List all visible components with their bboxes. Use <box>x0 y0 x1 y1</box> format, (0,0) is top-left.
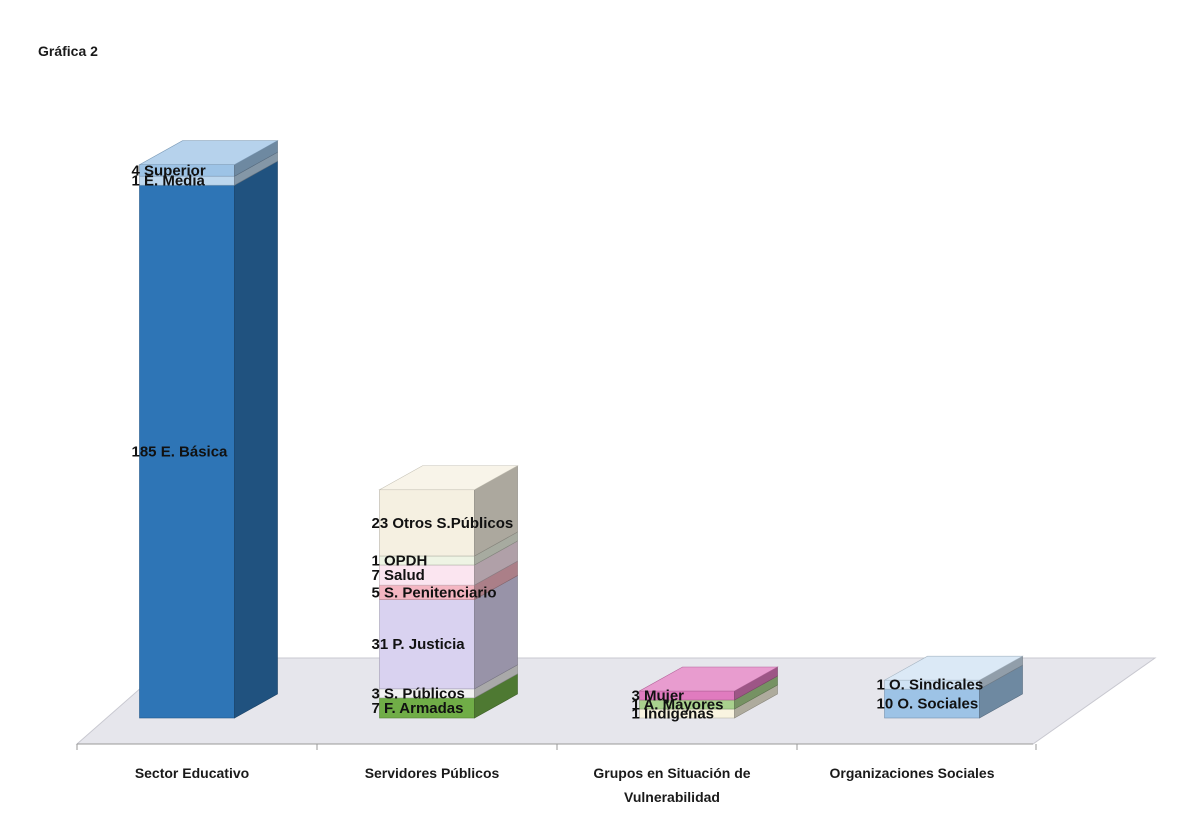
bar-segment-o-sociales <box>884 664 1023 719</box>
bar-segment-f-armadas <box>379 673 518 719</box>
bar-segment-superior <box>138 140 279 177</box>
segment-label-a-mayores: 1 A. Mayores <box>632 697 724 714</box>
bar-segment-o-sindicales <box>883 655 1024 690</box>
segment-label-indigenas: 1 Indígenas <box>632 706 715 723</box>
segment-label-f-armadas: 7 F. Armadas <box>372 700 464 717</box>
category-axis: Sector Educativo Servidores Públicos Grupo… <box>76 743 1037 805</box>
segment-label-superior: 4 Superior <box>132 162 206 179</box>
segment-label-e-media: 1 E. Media <box>132 173 206 190</box>
category-label-servidores-publicos: Servidores Públicos <box>365 765 500 781</box>
bar-front <box>884 688 980 719</box>
bar-segment-otros-s-publicos <box>378 465 519 557</box>
segment-label-e-basica: 185 E. Básica <box>132 444 229 461</box>
bar-front <box>379 599 475 690</box>
bar-segment-salud <box>379 540 518 586</box>
category-label-organizaciones-sociales: Organizaciones Sociales <box>830 765 995 781</box>
category-label-sector-educativo: Sector Educativo <box>135 765 249 781</box>
bar-segment-p-justicia <box>379 575 518 690</box>
chart-title: Gráfica 2 <box>38 43 98 59</box>
segment-label-salud: 7 Salud <box>372 567 425 584</box>
bar-top <box>378 465 519 491</box>
bar-top <box>138 140 279 165</box>
bar-side <box>234 160 278 719</box>
segment-label-otros-s-publicos: 23 Otros S.Públicos <box>372 515 514 532</box>
segment-label-opdh: 1 OPDH <box>372 553 428 570</box>
segment-label-p-justicia: 31 P. Justicia <box>372 636 466 653</box>
bar-top <box>638 666 779 692</box>
bar-segment-e-basica <box>139 160 278 719</box>
bar-front <box>379 489 475 557</box>
bar-segment-mujer <box>638 666 779 701</box>
bar-front <box>139 184 235 719</box>
segment-label-o-sindicales: 1 O. Sindicales <box>877 677 984 694</box>
segment-label-o-sociales: 10 O. Sociales <box>877 696 979 713</box>
segment-label-mujer: 3 Mujer <box>632 688 685 705</box>
segment-label-s-publicos: 3 S. Públicos <box>372 685 465 702</box>
bars-layer <box>138 140 1024 719</box>
category-label-grupos-en-situacion-de-vulnerabilidad: Grupos en Situación de Vulnerabilidad <box>593 765 750 805</box>
bar-top <box>883 655 1024 681</box>
segment-label-s-penitenciario: 5 S. Penitenciario <box>372 584 497 601</box>
